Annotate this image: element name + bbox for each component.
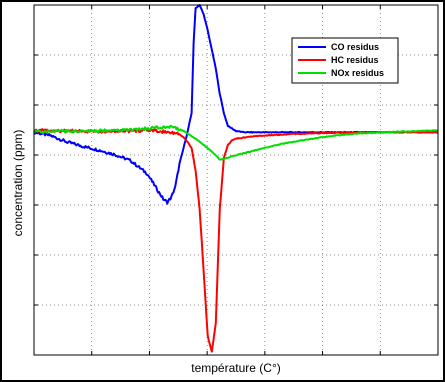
legend-label-hc-residus: HC residus: [331, 55, 379, 65]
legend-label-co-residus: CO residus: [331, 42, 379, 52]
legend-label-nox-residus: NOx residus: [331, 68, 384, 78]
x-axis-label: température (C°): [191, 361, 281, 375]
y-axis-label: concentration (ppm): [11, 130, 25, 237]
plot-border: [33, 4, 439, 356]
legend: CO residus HC residus NOx residus: [291, 37, 399, 84]
series-line-nox-residus: [33, 124, 439, 161]
axis-ticks: [34, 5, 438, 355]
